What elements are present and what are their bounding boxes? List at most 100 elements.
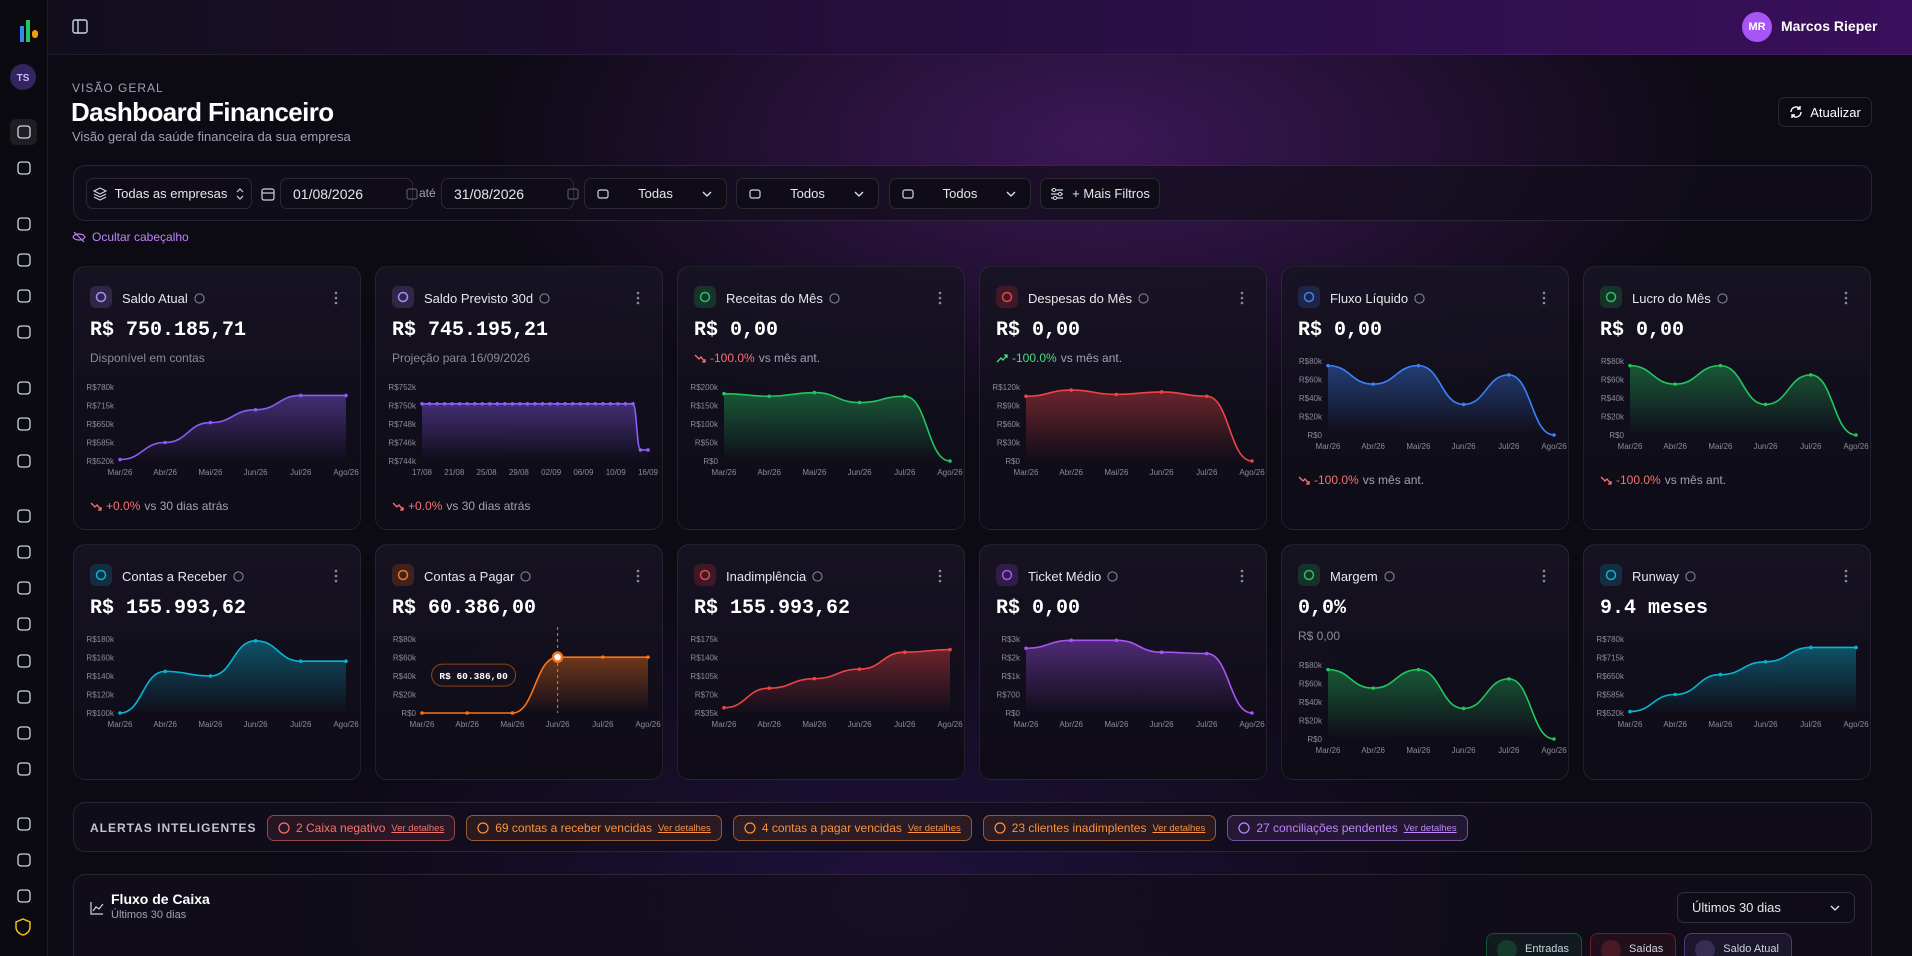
alert-chip[interactable]: 23 clientes inadimplentes Ver detalhes (982, 815, 1217, 841)
menu-dot (1240, 296, 1244, 300)
area (422, 657, 648, 713)
y-tick-label: R$90k (997, 402, 1021, 411)
alert-link[interactable]: Ver detalhes (391, 822, 445, 834)
date-from[interactable]: 01/08/2026 (280, 178, 418, 209)
more-filters[interactable]: + Mais Filtros (1040, 178, 1160, 209)
chevron (854, 191, 864, 197)
change-value: +0.0% (106, 499, 141, 513)
area (724, 649, 950, 713)
hide-header[interactable]: Ocultar cabeçalho (72, 230, 189, 244)
type-select[interactable]: Todos (889, 178, 1031, 209)
alert-chip[interactable]: 27 conciliações pendentes Ver detalhes (1227, 815, 1468, 841)
change-text: vs 30 dias atrás (144, 499, 229, 513)
nav-icon (17, 381, 31, 395)
card-icon-shape (1001, 569, 1013, 581)
card-menu[interactable] (938, 569, 942, 583)
alert-link[interactable]: Ver detalhes (907, 822, 961, 834)
company-select[interactable]: Todas as empresas (86, 178, 252, 209)
point (1673, 382, 1677, 386)
point (593, 401, 598, 406)
card-menu[interactable] (636, 569, 640, 583)
card-menu[interactable] (1542, 291, 1546, 305)
change: -100.0% vs mês ant. (996, 351, 1122, 365)
x-tick-label: Jun/26 (848, 468, 873, 477)
user-avatar[interactable]: MR (1742, 12, 1772, 42)
y-tick-label: R$150k (690, 402, 719, 411)
card-icon (1298, 564, 1320, 586)
card-menu[interactable] (1844, 291, 1848, 305)
alert-link[interactable]: Ver detalhes (1152, 822, 1206, 834)
point (1024, 394, 1028, 399)
x-tick-label: Jul/26 (894, 720, 916, 729)
card-menu[interactable] (938, 291, 942, 305)
category-select[interactable]: Todos (736, 178, 879, 209)
menu-dot (938, 291, 942, 295)
card-menu[interactable] (1844, 569, 1848, 583)
y-tick-label: R$0 (1005, 709, 1020, 718)
card-value: R$ 155.993,62 (694, 597, 851, 620)
y-tick-label: R$40k (1299, 698, 1323, 707)
card-menu[interactable] (1240, 291, 1244, 305)
y-tick-label: R$0 (1307, 735, 1322, 744)
x-tick-label: Abr/26 (455, 720, 479, 729)
point (1854, 433, 1858, 437)
chart-icon (90, 902, 104, 915)
card-head: Contas a Pagar (424, 565, 531, 587)
line (1025, 389, 1253, 462)
x-tick-label: Jul/26 (1498, 746, 1520, 755)
point (1507, 677, 1511, 681)
alert-chip[interactable]: 2 Caixa negativo Ver detalhes (267, 815, 456, 841)
y-tick-label: R$1k (1001, 672, 1021, 681)
sidebar-toggle[interactable] (72, 19, 88, 35)
point (420, 711, 424, 715)
user-name[interactable]: Marcos Rieper (1781, 18, 1878, 34)
point (457, 401, 462, 406)
menu-dot (938, 579, 942, 583)
x-tick-label: Ago/26 (937, 468, 963, 477)
card-icon-shape (1001, 291, 1013, 303)
calendar-icon (567, 188, 579, 200)
card-icon (996, 286, 1018, 308)
change: -100.0% vs mês ant. (694, 351, 820, 365)
kpi-card: Contas a Receber R$ 155.993,62 R$100k R$120… (73, 544, 361, 780)
x-tick-label: Jul/26 (1498, 442, 1520, 451)
x-tick-label: Mar/26 (108, 720, 133, 729)
alert-chip[interactable]: 4 contas a pagar vencidas Ver detalhes (732, 815, 972, 841)
card-menu[interactable] (1240, 569, 1244, 583)
period-select[interactable]: Últimos 30 dias (1677, 892, 1855, 923)
refresh-button[interactable]: Atualizar (1778, 97, 1872, 127)
info-icon (1717, 292, 1728, 304)
card-menu[interactable] (334, 291, 338, 305)
menu-dot (334, 569, 338, 573)
y-tick-label: R$0 (703, 457, 718, 466)
alert-link[interactable]: Ver detalhes (1403, 822, 1457, 834)
x-tick-label: Mai/26 (1406, 746, 1431, 755)
x-tick-label: Ago/26 (333, 468, 359, 477)
point (1159, 650, 1164, 655)
account-select[interactable]: Todas (584, 178, 727, 209)
date-to[interactable]: 31/08/2026 (441, 178, 579, 209)
x-tick-label: Mar/26 (1618, 442, 1643, 451)
y-tick-label: R$750k (388, 402, 417, 411)
card-icon (90, 564, 112, 586)
card-menu[interactable] (636, 291, 640, 305)
date-separator: até (419, 186, 436, 200)
info-icon (1685, 570, 1696, 582)
alert-link[interactable]: Ver detalhes (657, 822, 711, 834)
chevron-path (854, 191, 864, 197)
x-tick-label: Jun/26 (1452, 746, 1477, 755)
card-title: Inadimplência (726, 568, 807, 584)
nav-icon (17, 325, 31, 339)
change: -100.0% vs mês ant. (1298, 473, 1424, 487)
point (903, 650, 907, 655)
menu-dot (1844, 579, 1848, 583)
menu-dot (334, 579, 338, 583)
info-circle (1685, 570, 1696, 582)
card-menu[interactable] (334, 569, 338, 583)
card-title: Saldo Atual (122, 290, 188, 306)
alert-chip[interactable]: 69 contas a receber vencidas Ver detalhes (466, 815, 722, 841)
x-tick-label: Mar/26 (1618, 720, 1643, 729)
card-menu[interactable] (1542, 569, 1546, 583)
card-icon-shape (1605, 291, 1617, 303)
point (601, 401, 605, 406)
